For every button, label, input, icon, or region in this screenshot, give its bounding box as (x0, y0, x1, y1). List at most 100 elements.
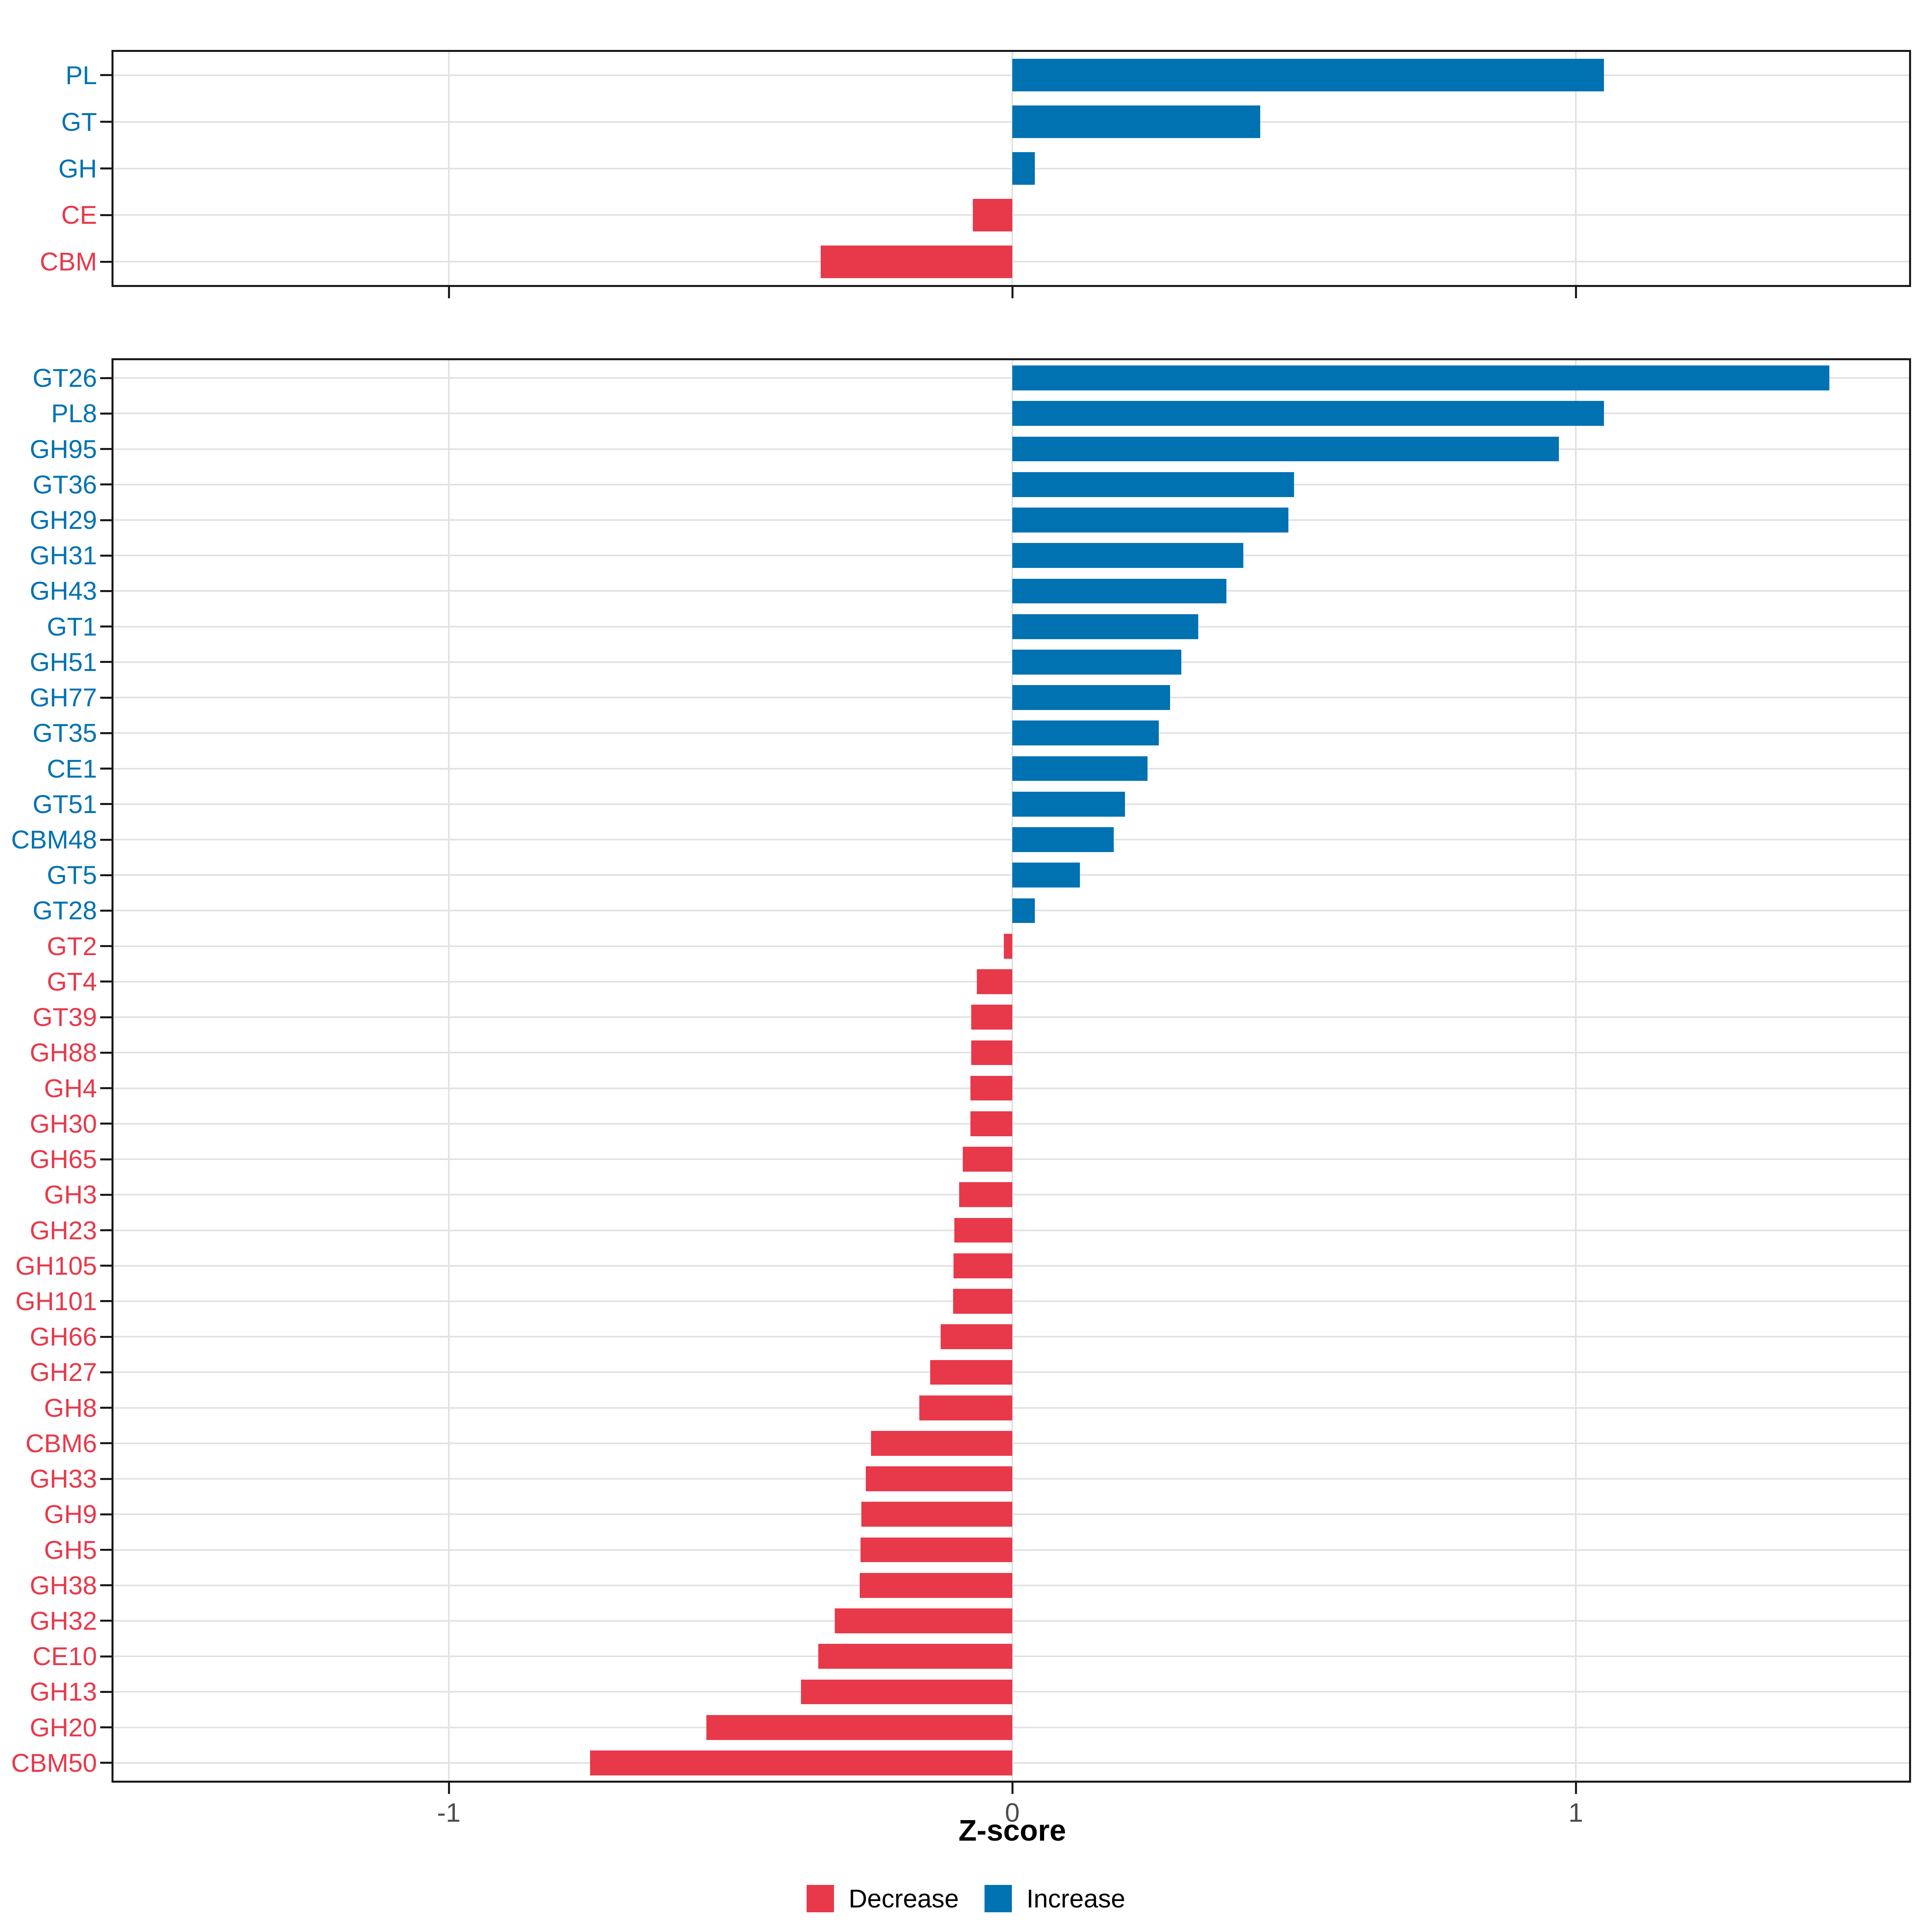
x-axis-tick-1 (1575, 1783, 1577, 1794)
bar-GH88 (971, 1040, 1012, 1065)
gridline-x-1 (1575, 360, 1577, 1781)
x-axis-tick--1 (448, 287, 450, 298)
gridline-row (114, 625, 1909, 627)
legend-item-increase: Increase (985, 1884, 1125, 1913)
bar-GT4 (976, 969, 1012, 994)
y-axis-tick (100, 1726, 111, 1729)
y-axis-tick (100, 1584, 111, 1587)
y-axis-tick (100, 1087, 111, 1090)
gridline-row (114, 803, 1909, 805)
bar-CBM48 (1012, 827, 1114, 852)
y-axis-tick (100, 448, 111, 450)
legend: Decrease Increase (0, 1884, 1932, 1913)
category-label-GT26: GT26 (32, 363, 97, 393)
y-axis-tick (100, 1229, 111, 1231)
y-axis-tick (100, 1762, 111, 1764)
category-label-GH5: GH5 (44, 1535, 97, 1565)
bar-CE10 (818, 1644, 1012, 1669)
gridline-row (114, 377, 1909, 379)
y-axis-tick (100, 167, 111, 169)
bar-GH29 (1012, 508, 1288, 533)
category-label-GH66: GH66 (29, 1322, 97, 1352)
bar-GH51 (1012, 650, 1181, 675)
category-label-GT5: GT5 (47, 861, 97, 890)
y-axis-tick (100, 1335, 111, 1338)
gridline-row (114, 697, 1909, 699)
gridline-row (114, 483, 1909, 485)
category-label-CBM48: CBM48 (11, 825, 97, 855)
bar-CE1 (1012, 756, 1148, 781)
bar-GH31 (1012, 543, 1243, 568)
bar-GH32 (835, 1608, 1012, 1633)
category-label-CBM: CBM (39, 247, 97, 277)
category-label-GT35: GT35 (32, 718, 97, 748)
y-axis-tick (100, 1371, 111, 1373)
category-label-GH13: GH13 (29, 1677, 97, 1707)
category-label-CE1: CE1 (47, 754, 97, 783)
bar-GH9 (861, 1502, 1012, 1527)
y-axis-tick (100, 661, 111, 663)
y-axis-tick (100, 590, 111, 592)
category-label-GH51: GH51 (29, 647, 97, 677)
y-axis-tick (100, 1407, 111, 1409)
gridline-row (114, 413, 1909, 415)
bar-GT (1012, 105, 1260, 138)
category-label-GT4: GT4 (47, 967, 97, 996)
y-axis-tick (100, 412, 111, 415)
y-axis-tick (100, 1193, 111, 1196)
gridline-row (114, 910, 1909, 912)
y-axis-tick (100, 1620, 111, 1622)
bar-GH5 (861, 1537, 1012, 1563)
y-axis-tick (100, 554, 111, 557)
category-label-GH23: GH23 (29, 1216, 97, 1245)
x-axis-tick-1 (1575, 287, 1577, 298)
bar-GT35 (1012, 720, 1159, 746)
y-axis-tick (100, 980, 111, 983)
bar-GT39 (971, 1005, 1012, 1030)
category-label-CE: CE (61, 200, 97, 230)
category-label-PL8: PL8 (51, 399, 97, 428)
category-label-GH30: GH30 (29, 1109, 97, 1138)
bar-GT2 (1004, 933, 1012, 959)
gridline-x-0 (1011, 360, 1013, 1781)
bar-PL (1012, 59, 1604, 92)
y-axis-tick (100, 1051, 111, 1054)
y-axis-tick (100, 732, 111, 734)
bar-GH43 (1012, 578, 1226, 604)
category-label-GH3: GH3 (44, 1180, 97, 1210)
y-axis-tick (100, 1442, 111, 1445)
x-tick-label-0: 0 (1005, 1798, 1020, 1827)
category-label-GT51: GT51 (32, 789, 97, 819)
gridline-row (114, 732, 1909, 734)
x-tick-label--1: -1 (437, 1798, 461, 1827)
bar-CBM (821, 245, 1012, 278)
gridline-row (114, 519, 1909, 521)
x-axis-title: Z-score (958, 1814, 1066, 1847)
y-axis-tick (100, 803, 111, 805)
category-label-GT: GT (61, 107, 97, 136)
bar-GT1 (1012, 614, 1198, 639)
gridline-row (114, 74, 1909, 76)
y-axis-tick (100, 260, 111, 263)
decrease-swatch (807, 1885, 834, 1912)
bar-GH38 (859, 1573, 1012, 1598)
y-axis-tick (100, 214, 111, 216)
legend-label-decrease: Decrease (848, 1884, 959, 1913)
gridline-row (114, 590, 1909, 592)
y-axis-tick (100, 1513, 111, 1515)
y-axis-tick (100, 1265, 111, 1267)
y-axis-tick (100, 121, 111, 123)
category-label-PL: PL (65, 60, 97, 90)
category-label-CE10: CE10 (32, 1642, 97, 1671)
x-axis-tick--1 (448, 1783, 450, 1794)
y-axis-tick (100, 1549, 111, 1551)
bar-PL8 (1012, 401, 1604, 426)
bar-GT36 (1012, 472, 1294, 497)
y-axis-tick (100, 483, 111, 486)
gridline-row (114, 555, 1909, 557)
legend-label-increase: Increase (1026, 1884, 1125, 1913)
y-axis-tick (100, 874, 111, 876)
category-label-GH4: GH4 (44, 1073, 97, 1103)
gridline-row (114, 874, 1909, 876)
bar-GH105 (954, 1253, 1012, 1278)
